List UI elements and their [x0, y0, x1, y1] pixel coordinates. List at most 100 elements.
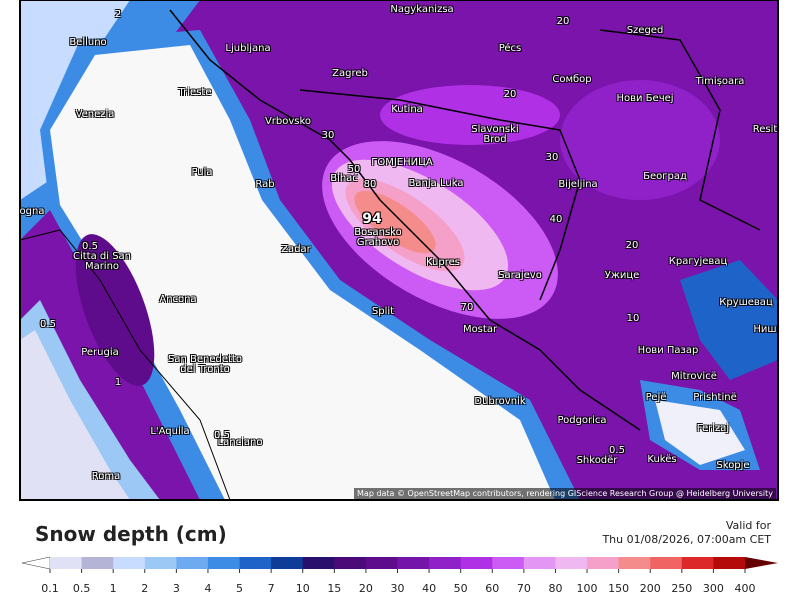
colorbar-segment	[302, 557, 335, 569]
city-label: Vrbovsko	[264, 116, 312, 127]
colorbar-arrow	[21, 556, 51, 570]
city-label: Slavonski Brod	[471, 124, 519, 145]
colorbar-tick-label: 40	[422, 582, 437, 595]
city-label: Timișoara	[695, 76, 745, 87]
city-label: Dubrovnik	[474, 396, 526, 407]
city-label: Podgorica	[557, 415, 607, 426]
city-label: Szeged	[626, 25, 664, 36]
colorbar-segment	[50, 557, 83, 569]
contour-label: 40	[549, 214, 563, 225]
contour-label: 20	[625, 240, 639, 251]
city-label: Нови Пазар	[637, 345, 699, 356]
colorbar-segment	[555, 557, 588, 569]
city-label: Kutina	[391, 104, 423, 115]
contour-label: 0.5	[609, 445, 625, 456]
city-label: Mostar	[462, 324, 498, 335]
colorbar-segment	[650, 557, 683, 569]
colorbar-tick-label: 30	[390, 582, 405, 595]
city-label: Sarajevo	[498, 270, 542, 281]
contour-label: 30	[545, 152, 559, 163]
city-label: San Benedetto del Tronto	[168, 354, 242, 375]
colorbar-tick-label: 400	[734, 582, 756, 595]
colorbar-tick-label: 200	[639, 582, 661, 595]
contour-label: 94	[362, 211, 382, 227]
colorbar-tick-label: 300	[702, 582, 724, 595]
colorbar-tick-label: 10	[295, 582, 310, 595]
city-label: Bihać	[330, 173, 358, 184]
contour-label: 2	[114, 9, 122, 20]
city-label: Venezia	[75, 109, 115, 120]
city-label: Pula	[191, 167, 213, 178]
colorbar-arrow	[745, 557, 778, 569]
city-label: Mitrovicë	[671, 371, 717, 382]
colorbar-segment	[397, 557, 430, 569]
city-label: Ferizaj	[696, 423, 730, 434]
colorbar-segment	[429, 557, 462, 569]
city-label: Крушевац	[719, 297, 773, 308]
colorbar-tick-label: 3	[172, 582, 180, 595]
colorbar-segment	[271, 557, 304, 569]
colorbar-segment	[681, 557, 714, 569]
colorbar-tick-label: 150	[608, 582, 630, 595]
city-label: ГОМЈЕНИЦА	[371, 157, 433, 168]
colorbar-segment	[207, 557, 241, 569]
city-label: Perugia	[81, 347, 119, 358]
contour-label: 0.5	[214, 430, 230, 441]
colorbar-tick-label: 20	[358, 582, 373, 595]
legend-title: Snow depth (cm)	[35, 522, 227, 546]
city-label: Bijeljina	[558, 179, 598, 190]
colorbar-tick-label: 4	[204, 582, 212, 595]
colorbar-segment	[618, 557, 651, 569]
city-label: Split	[371, 306, 395, 317]
city-label: Ниш	[753, 324, 777, 335]
colorbar-segment	[81, 557, 114, 569]
city-label: Resit	[752, 124, 778, 135]
city-label: Крагујевац	[668, 256, 728, 267]
city-label: Rab	[255, 179, 275, 190]
city-label: Roma	[91, 471, 121, 482]
contour-label: 80	[363, 179, 377, 190]
city-label: Ancona	[159, 294, 197, 305]
city-label: Trieste	[178, 87, 212, 98]
colorbar-tick-label: 0.1	[41, 582, 59, 595]
colorbar-tick-label: 60	[485, 582, 500, 595]
city-label: Shkodër	[576, 455, 618, 466]
colorbar-tick-label: 1	[109, 582, 117, 595]
city-label: Pejë	[645, 392, 667, 403]
colorbar-tick-label: 2	[141, 582, 149, 595]
city-label: Ужице	[604, 270, 640, 281]
colorbar-segment	[144, 557, 177, 569]
contour-label: 20	[556, 16, 570, 27]
city-label: Zagreb	[332, 68, 368, 79]
colorbar-segment	[492, 557, 525, 569]
contour-label: 0.5	[82, 241, 98, 252]
city-label: Zadar	[281, 244, 311, 255]
colorbar-tick-label: 80	[548, 582, 563, 595]
colorbar-segment	[713, 557, 746, 569]
city-label: Kukës	[647, 454, 677, 465]
colorbar-segment	[460, 557, 493, 569]
city-label: Prishtinë	[693, 392, 737, 403]
map	[19, 0, 779, 501]
city-label: Skopje	[716, 460, 750, 471]
colorbar-segment	[365, 557, 398, 569]
city-label: ogna	[19, 206, 45, 217]
colorbar-segment	[239, 557, 272, 569]
colorbar-tick-label: 50	[453, 582, 468, 595]
city-label: Bosansko Grahovo	[354, 227, 402, 248]
valid-time: Thu 01/08/2026, 07:00am CET	[602, 533, 771, 546]
city-label: L'Aquila	[150, 426, 190, 437]
contour-label: 10	[626, 313, 640, 324]
colorbar-tick-label: 15	[327, 582, 342, 595]
colorbar-segment	[587, 557, 620, 569]
contour-label: 50	[347, 164, 361, 175]
colorbar-tick-label: 70	[516, 582, 531, 595]
colorbar-tick-label: 7	[267, 582, 275, 595]
colorbar-tick-label: 250	[671, 582, 693, 595]
colorbar-segment	[176, 557, 209, 569]
colorbar-tick-label: 0.5	[72, 582, 91, 595]
colorbar-tick-label: 5	[236, 582, 244, 595]
contour-label: 1	[114, 377, 122, 388]
